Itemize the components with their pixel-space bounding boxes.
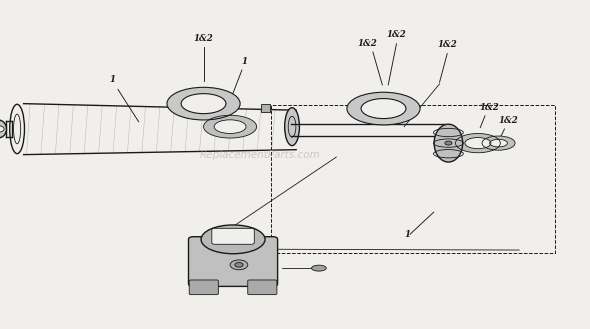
Text: 1: 1 <box>242 57 248 66</box>
Bar <box>261 104 270 112</box>
Text: 1&2: 1&2 <box>499 116 519 125</box>
Text: 1&2: 1&2 <box>194 34 214 43</box>
Text: 1&2: 1&2 <box>437 40 457 49</box>
Ellipse shape <box>181 94 226 114</box>
FancyBboxPatch shape <box>212 228 254 244</box>
FancyBboxPatch shape <box>248 280 277 295</box>
Text: 1: 1 <box>109 75 115 84</box>
Ellipse shape <box>312 265 326 271</box>
Ellipse shape <box>284 108 299 146</box>
Circle shape <box>235 263 243 267</box>
Ellipse shape <box>347 92 420 125</box>
Ellipse shape <box>0 120 6 138</box>
Ellipse shape <box>455 134 500 153</box>
Text: ReplacementParts.com: ReplacementParts.com <box>199 150 320 160</box>
FancyBboxPatch shape <box>189 280 218 295</box>
Bar <box>271 105 555 253</box>
Text: 1&2: 1&2 <box>480 103 500 112</box>
Ellipse shape <box>482 136 515 150</box>
Ellipse shape <box>204 115 257 138</box>
Ellipse shape <box>167 87 240 120</box>
Ellipse shape <box>9 104 24 154</box>
Circle shape <box>0 126 4 132</box>
FancyBboxPatch shape <box>189 237 278 286</box>
Ellipse shape <box>434 124 463 162</box>
Ellipse shape <box>465 138 491 149</box>
Ellipse shape <box>214 120 246 134</box>
Circle shape <box>445 141 452 145</box>
Ellipse shape <box>201 225 265 254</box>
Circle shape <box>230 260 248 270</box>
Text: 1: 1 <box>404 230 410 239</box>
Ellipse shape <box>361 99 406 118</box>
Text: 1&2: 1&2 <box>357 39 377 48</box>
Text: 1&2: 1&2 <box>386 31 407 39</box>
Ellipse shape <box>490 139 507 147</box>
